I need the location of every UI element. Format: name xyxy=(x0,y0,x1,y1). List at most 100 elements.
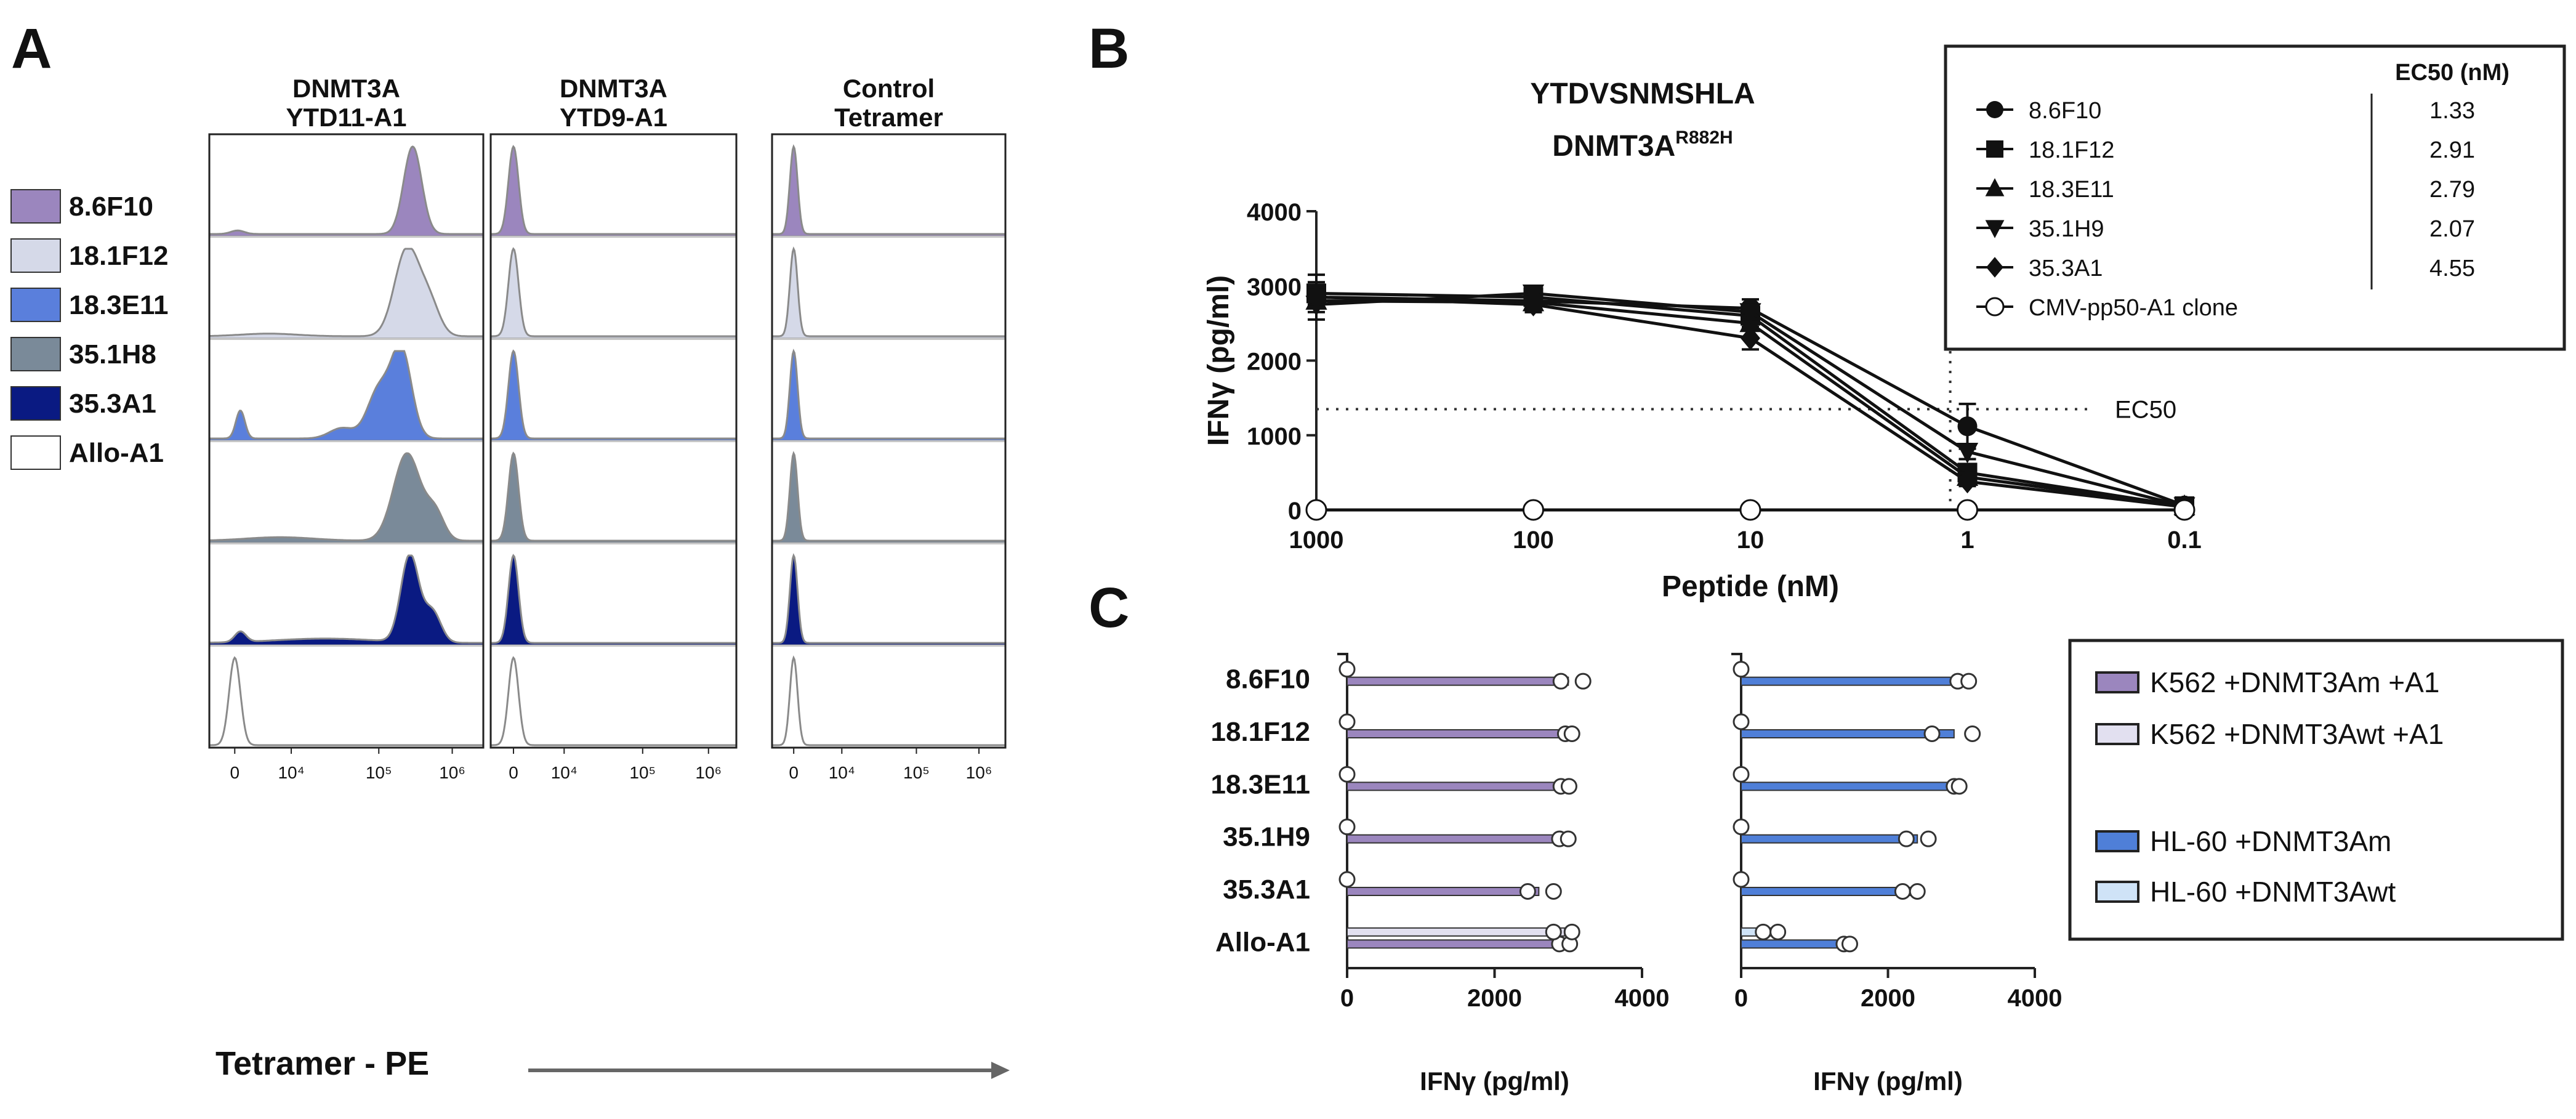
data-point-wt xyxy=(1563,923,1580,940)
column-header-line1: Control xyxy=(843,74,935,103)
column-header-line2: Tetramer xyxy=(834,103,943,132)
legend-header: EC50 (nM) xyxy=(2395,60,2510,86)
legend-ec50-value: 2.91 xyxy=(2429,137,2475,163)
data-point-mutant xyxy=(1560,778,1577,795)
x-axis-label: Tetramer - PE xyxy=(215,1045,429,1082)
histogram-35.1H8 xyxy=(771,451,1007,544)
chart-subtitle-superscript: R882H xyxy=(1675,127,1733,148)
legend-label: HL-60 +DNMT3Am xyxy=(2150,825,2391,857)
column-header-line1: DNMT3A xyxy=(292,74,400,103)
data-point-CMV-pp50-A1 clone xyxy=(1523,499,1544,521)
x-tick-label: 4000 xyxy=(2008,985,2063,1012)
x-tick-label: 2000 xyxy=(1467,985,1522,1012)
data-point-mutant xyxy=(1563,725,1580,742)
legend-series-name: 18.3E11 xyxy=(2029,177,2114,203)
panel-b-label: B xyxy=(1089,17,1129,80)
legend-series-name: CMV-pp50-A1 clone xyxy=(2029,295,2238,321)
x-tick-label: 1 xyxy=(1960,527,1974,554)
y-tick-label: 1000 xyxy=(1247,423,1302,450)
legend-label: HL-60 +DNMT3Awt xyxy=(2150,876,2396,908)
x-tick-label: 10⁶ xyxy=(966,763,992,782)
x-tick-label: 100 xyxy=(1513,527,1554,554)
data-point-wt xyxy=(1769,923,1787,940)
histogram-Allo-A1 xyxy=(771,655,1007,749)
data-point-35.1H9 xyxy=(1956,443,1979,464)
histogram-18.1F12 xyxy=(208,248,485,340)
bar-mutant xyxy=(1346,676,1569,686)
panel-c-bar-chart: 8.6F10 18.1F12 18.3E11 35.1H9 35.3A1 Allo-A1 0… xyxy=(1211,639,2564,1096)
data-point-wt xyxy=(1338,766,1356,783)
legend-series-name: 8.6F10 xyxy=(2029,98,2101,124)
x-tick-label: 10⁵ xyxy=(903,763,930,782)
legend-ec50-value: 2.07 xyxy=(2429,216,2475,242)
bar-mutant xyxy=(1346,887,1540,896)
x-tick-label: 0.1 xyxy=(2167,527,2202,554)
bar-mutant xyxy=(1741,887,1911,896)
histogram-18.3E11 xyxy=(489,349,738,442)
y-tick-label: 0 xyxy=(1288,498,1302,525)
legend-label: 18.1F12 xyxy=(69,241,168,271)
x-tick-label: 0 xyxy=(230,763,239,782)
x-tick-label: 2000 xyxy=(1861,985,1915,1012)
x-tick-label: 0 xyxy=(509,763,518,782)
panel-b-line-chart: YTDVSNMSHLADNMT3AR882H010002000300040001… xyxy=(1202,44,2566,603)
bar-mutant xyxy=(1346,834,1566,844)
y-tick-label: 3000 xyxy=(1247,273,1302,301)
data-point-wt xyxy=(1755,923,1772,940)
category-label: Allo-A1 xyxy=(1215,927,1310,957)
legend-ec50-value: 1.33 xyxy=(2429,98,2475,124)
data-point-wt xyxy=(1338,871,1356,888)
x-tick-label: 10⁴ xyxy=(829,763,855,782)
legend-label: 35.3A1 xyxy=(69,389,156,419)
chart-subtitle: DNMT3AR882H xyxy=(1552,127,1733,163)
data-point-mutant xyxy=(1898,830,1915,847)
panel-c-label: C xyxy=(1089,576,1129,639)
x-tick-label: 10⁵ xyxy=(366,763,392,782)
bar-mutant xyxy=(1346,939,1566,949)
histogram-35.1H8 xyxy=(489,451,738,544)
legend-label: Allo-A1 xyxy=(69,438,164,468)
category-label: 35.1H9 xyxy=(1223,822,1310,852)
x-tick-label: 10⁴ xyxy=(278,763,304,782)
chart-subtitle-main: DNMT3A xyxy=(1552,130,1675,163)
legend-marker-18.1F12 xyxy=(1986,140,2003,158)
histogram-8.6F10 xyxy=(489,145,738,238)
legend-series-name: 35.3A1 xyxy=(2029,256,2103,281)
data-point-35.1H9 xyxy=(1739,303,1761,324)
bar-mutant xyxy=(1741,782,1958,791)
data-point-35.3A1 xyxy=(1957,469,1978,494)
column-header-line2: YTD11-A1 xyxy=(286,103,406,132)
chart-title: YTDVSNMSHLA xyxy=(1530,78,1755,110)
data-point-CMV-pp50-A1 clone xyxy=(1739,499,1761,521)
histogram-18.1F12 xyxy=(771,246,1007,340)
legend-ec50-value: 2.79 xyxy=(2429,177,2475,203)
histogram-8.6F10 xyxy=(208,145,485,238)
data-point-mutant xyxy=(1545,883,1562,900)
y-tick-label: 4000 xyxy=(1247,199,1302,226)
histogram-18.3E11 xyxy=(771,349,1007,442)
x-tick-label: 10 xyxy=(1737,527,1765,554)
data-point-mutant xyxy=(1920,830,1937,847)
data-point-wt xyxy=(1733,766,1750,783)
data-point-wt xyxy=(1733,661,1750,678)
legend-swatch xyxy=(2095,723,2139,745)
x-tick-label: 10⁴ xyxy=(551,763,578,782)
data-point-mutant xyxy=(1960,673,1978,690)
x-tick-label: 0 xyxy=(1340,985,1354,1012)
x-axis-arrowhead xyxy=(991,1062,1010,1079)
legend-marker-8.6F10 xyxy=(1986,101,2003,118)
legend-swatch xyxy=(2095,830,2139,852)
legend-swatch xyxy=(10,238,61,273)
histogram-35.3A1 xyxy=(489,554,738,647)
data-point-wt xyxy=(1733,818,1750,836)
ec50-label: EC50 xyxy=(2115,396,2176,423)
x-tick-label: 10⁶ xyxy=(439,763,465,782)
x-tick-label: 0 xyxy=(1734,985,1748,1012)
legend-swatch xyxy=(10,288,61,322)
bar-wt xyxy=(1346,927,1566,937)
data-point-mutant xyxy=(1950,778,1968,795)
legend-box xyxy=(1944,44,2566,351)
data-point-mutant xyxy=(1560,830,1577,847)
data-point-mutant xyxy=(1909,883,1926,900)
